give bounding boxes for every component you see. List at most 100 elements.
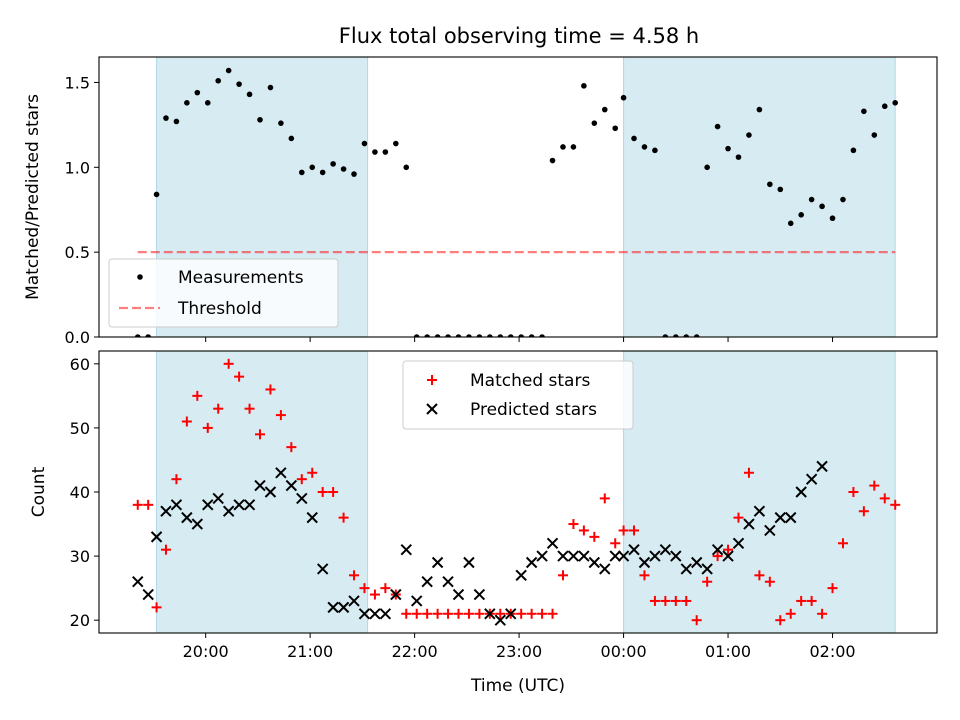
measurement-point <box>267 84 274 91</box>
count-y-axis-label: Count <box>29 466 49 517</box>
predicted-stars-point <box>774 511 786 524</box>
measurement-point <box>507 334 514 337</box>
predicted-stars-point <box>421 576 433 588</box>
predicted-stars-point <box>680 563 692 575</box>
predicted-stars-point <box>150 531 163 543</box>
matched-stars-point <box>869 480 880 491</box>
predicted-stars-point <box>348 595 360 607</box>
predicted-stars-point <box>701 563 713 575</box>
legend-matched-label: Matched stars <box>470 371 590 391</box>
matched-stars-point <box>432 608 443 619</box>
predicted-stars-point <box>505 608 517 620</box>
measurement-point <box>173 118 180 125</box>
measurement-point <box>309 164 316 171</box>
measurement-point <box>145 334 152 337</box>
measurement-point <box>850 147 857 154</box>
predicted-stars-point <box>285 479 298 492</box>
legend-measurement-marker <box>137 274 143 280</box>
matched-stars-point <box>401 608 412 619</box>
matched-stars-point <box>660 595 671 606</box>
measurement-point <box>497 334 504 337</box>
matched-stars-point <box>453 608 464 619</box>
measurement-point <box>539 334 545 337</box>
y-tick-label: 60 <box>70 355 90 374</box>
matched-stars-point <box>712 551 723 562</box>
matched-stars-point <box>296 474 307 485</box>
predicted-stars-point <box>296 492 308 505</box>
matched-stars-point <box>338 512 349 523</box>
matched-stars-point <box>223 358 234 369</box>
predicted-stars-point <box>463 556 475 569</box>
plot-area <box>132 351 901 633</box>
y-tick-label: 0.0 <box>65 328 90 347</box>
matched-stars-point <box>817 608 828 619</box>
matched-stars-point <box>192 390 203 401</box>
count-plot: 20 30 40 50 60 20:00 21:00 22:00 23:00 00:00 01:00… <box>70 350 938 661</box>
measurement-point <box>225 67 232 74</box>
matched-stars-point <box>286 442 297 453</box>
matched-stars-point <box>610 538 621 549</box>
predicted-stars-point <box>431 556 444 569</box>
measurement-point <box>528 334 535 337</box>
matched-stars-point <box>775 615 786 626</box>
matched-stars-point <box>411 608 422 619</box>
measurement-point <box>612 125 619 132</box>
x-tick-label: 20:00 <box>183 642 229 661</box>
measurement-point <box>714 123 721 130</box>
measurement-point <box>288 135 295 142</box>
predicted-stars-point <box>609 550 621 562</box>
predicted-stars-point <box>400 543 412 556</box>
matched-stars-point <box>254 429 265 440</box>
matched-stars-point <box>723 544 734 555</box>
predicted-stars-point <box>785 511 797 524</box>
measurement-point <box>476 334 483 337</box>
predicted-stars-point <box>327 601 339 614</box>
x-tick-label: 21:00 <box>287 642 333 661</box>
plot-area <box>134 57 899 337</box>
predicted-stars-point <box>191 518 204 530</box>
measurement-point <box>704 164 710 171</box>
measurement-point <box>746 132 752 138</box>
measurement-point <box>549 157 556 164</box>
matched-stars-point <box>495 608 506 619</box>
predicted-stars-point <box>578 550 590 562</box>
measurement-point <box>861 108 867 115</box>
predicted-stars-point <box>649 550 661 562</box>
matched-stars-point <box>796 595 807 606</box>
predicted-stars-point <box>628 543 640 556</box>
predicted-stars-point <box>546 537 559 549</box>
predicted-stars-point <box>358 608 371 620</box>
measurement-point <box>840 196 846 203</box>
matched-stars-point <box>463 608 474 619</box>
legend-counts: Matched stars Predicted stars <box>402 360 634 430</box>
legend-box <box>108 258 339 328</box>
predicted-stars-point <box>170 499 183 511</box>
matched-stars-point <box>599 493 610 504</box>
matched-stars-point <box>474 608 485 619</box>
measurement-point <box>892 100 899 106</box>
predicted-stars-point <box>711 543 724 556</box>
legend-measurements-label: Measurements <box>178 268 304 288</box>
matched-stars-point <box>328 487 339 497</box>
matched-stars-point <box>743 467 754 478</box>
measurement-point <box>725 145 731 152</box>
predicted-stars-point <box>202 499 214 511</box>
predicted-stars-point <box>816 460 828 473</box>
x-axis-label: Time (UTC) <box>470 676 565 696</box>
measurement-point <box>330 161 336 167</box>
matched-stars-point <box>317 487 328 497</box>
predicted-stars-point <box>411 595 423 607</box>
measurement-point <box>194 89 201 96</box>
predicted-stars-point <box>369 608 381 620</box>
matched-stars-point <box>234 371 245 382</box>
matched-stars-point <box>578 525 589 536</box>
matched-stars-point <box>890 499 901 510</box>
measurement-point <box>246 91 253 98</box>
measurement-point <box>153 191 160 198</box>
predicted-stars-point <box>337 601 350 614</box>
y-tick-label: 1.5 <box>65 73 90 92</box>
matched-stars-point <box>879 493 890 504</box>
matched-stars-point <box>764 576 775 587</box>
predicted-stars-point <box>494 614 506 626</box>
measurement-point <box>393 140 399 147</box>
